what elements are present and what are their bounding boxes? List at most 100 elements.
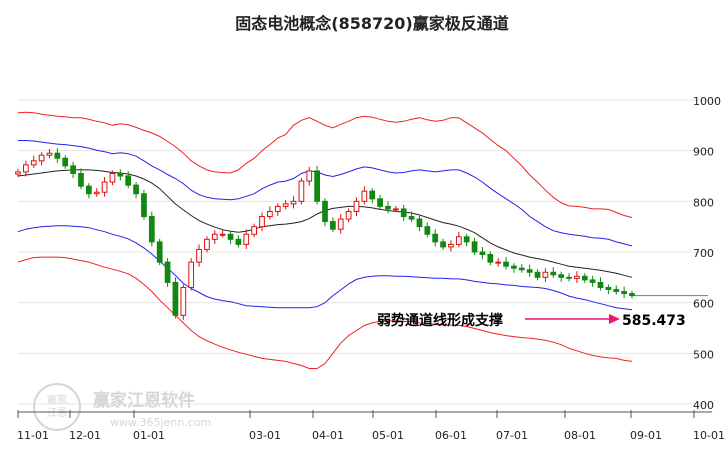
candle-body [416, 218, 423, 228]
y-tick-label: 500 [693, 348, 714, 361]
candle-body [392, 208, 399, 211]
x-tick-label: 06-01 [435, 429, 467, 442]
annotation-value: 585.473 [622, 313, 686, 329]
candle-body [621, 291, 627, 295]
candle-body [574, 275, 580, 279]
candle-body [526, 269, 533, 273]
candle-body [322, 200, 328, 223]
y-axis: 1000 900 800 700 600 500 400 [693, 95, 721, 412]
x-tick-label: 11-01 [17, 429, 49, 442]
candle-body [495, 261, 502, 264]
candle-body [330, 221, 336, 230]
x-axis: 11-01 12-01 01-01 03-01 04-01 05-01 06-01 07-01… [17, 410, 725, 442]
candle-body [306, 170, 313, 182]
y-tick-label: 400 [693, 399, 714, 412]
candle-body [282, 203, 289, 207]
candle-body [400, 208, 407, 218]
candle-body [101, 181, 108, 193]
candle-body [613, 288, 620, 293]
candle-body [550, 271, 557, 276]
candle-body [188, 261, 195, 288]
candle-body [23, 164, 29, 173]
x-tick-label: 07-01 [496, 429, 528, 442]
candle-body [141, 193, 147, 218]
x-tick-label: 01-01 [133, 429, 165, 442]
candle-body [70, 165, 76, 174]
lower-inner-band-line [17, 225, 633, 311]
support-annotation: 弱势通道线形成支撑 585.473 [377, 312, 686, 329]
x-tick-label: 04-01 [312, 429, 344, 442]
candle-body [211, 233, 218, 240]
lower-outer-band-line [17, 256, 633, 369]
candle-body [542, 271, 549, 278]
candle-body [109, 172, 116, 183]
candle-body [518, 267, 525, 271]
candle-body [345, 210, 352, 220]
candle-body [581, 275, 588, 281]
candle-body [298, 180, 305, 202]
candle-body [156, 241, 163, 263]
candle-body [85, 185, 92, 195]
candle-body [180, 286, 187, 316]
candle-body [290, 200, 297, 205]
candle-body [196, 248, 202, 263]
candle-body [267, 210, 273, 218]
x-tick-label: 03-01 [249, 429, 281, 442]
candle-body [204, 238, 210, 250]
candle-body [15, 171, 21, 175]
y-tick-label: 900 [693, 146, 714, 159]
candle-body [534, 271, 541, 278]
grid-lines [18, 99, 708, 405]
candle-body [361, 190, 368, 202]
candle-body [487, 254, 494, 263]
x-tick-label: 09-01 [630, 429, 662, 442]
candle-body [251, 226, 258, 235]
candle-body [219, 233, 226, 236]
y-tick-label: 1000 [693, 95, 721, 108]
candle-body [385, 205, 391, 210]
candle-body [629, 293, 635, 297]
chart-title: 固态电池概念(858720)赢家极反通道 [235, 14, 508, 33]
candle-body [164, 261, 171, 283]
y-tick-label: 800 [693, 196, 714, 209]
candle-body [511, 265, 517, 269]
watermark-seal-bottom: 江恩 [47, 407, 67, 419]
watermark-seal [33, 383, 81, 431]
candle-body [172, 281, 179, 316]
y-tick-label: 600 [693, 298, 714, 311]
annotation-arrow-head [609, 314, 620, 324]
candle-body [353, 200, 360, 212]
x-tick-label: 05-01 [372, 429, 404, 442]
watermark-url: www.365jenn.com [110, 416, 211, 429]
candle-body [597, 281, 604, 288]
candle-body [424, 226, 431, 235]
candle-body [440, 241, 446, 248]
candle-body [62, 157, 69, 167]
candle-body [125, 175, 132, 186]
candle-body [471, 241, 478, 253]
upper-inner-band-line [18, 140, 633, 247]
candle-body [148, 216, 155, 243]
candle-body [377, 198, 383, 207]
candle-body [589, 279, 596, 283]
candle-body [605, 286, 612, 290]
candle-body [566, 276, 572, 279]
candle-body [369, 190, 376, 200]
candle-body [78, 172, 84, 187]
candle-body [479, 251, 486, 256]
x-tick-label: 12-01 [69, 429, 101, 442]
candle-body [133, 184, 139, 195]
watermark-seal-top: 赢家 [47, 393, 67, 406]
candlesticks [15, 148, 635, 320]
annotation-label: 弱势通道线形成支撑 [377, 312, 503, 329]
candle-body [259, 216, 265, 228]
candle-body [432, 233, 439, 243]
candle-body [30, 160, 37, 166]
candle-body [455, 236, 462, 245]
candle-body [243, 233, 250, 245]
candle-body [448, 243, 454, 248]
candle-body [503, 261, 509, 267]
candle-body [408, 216, 415, 220]
